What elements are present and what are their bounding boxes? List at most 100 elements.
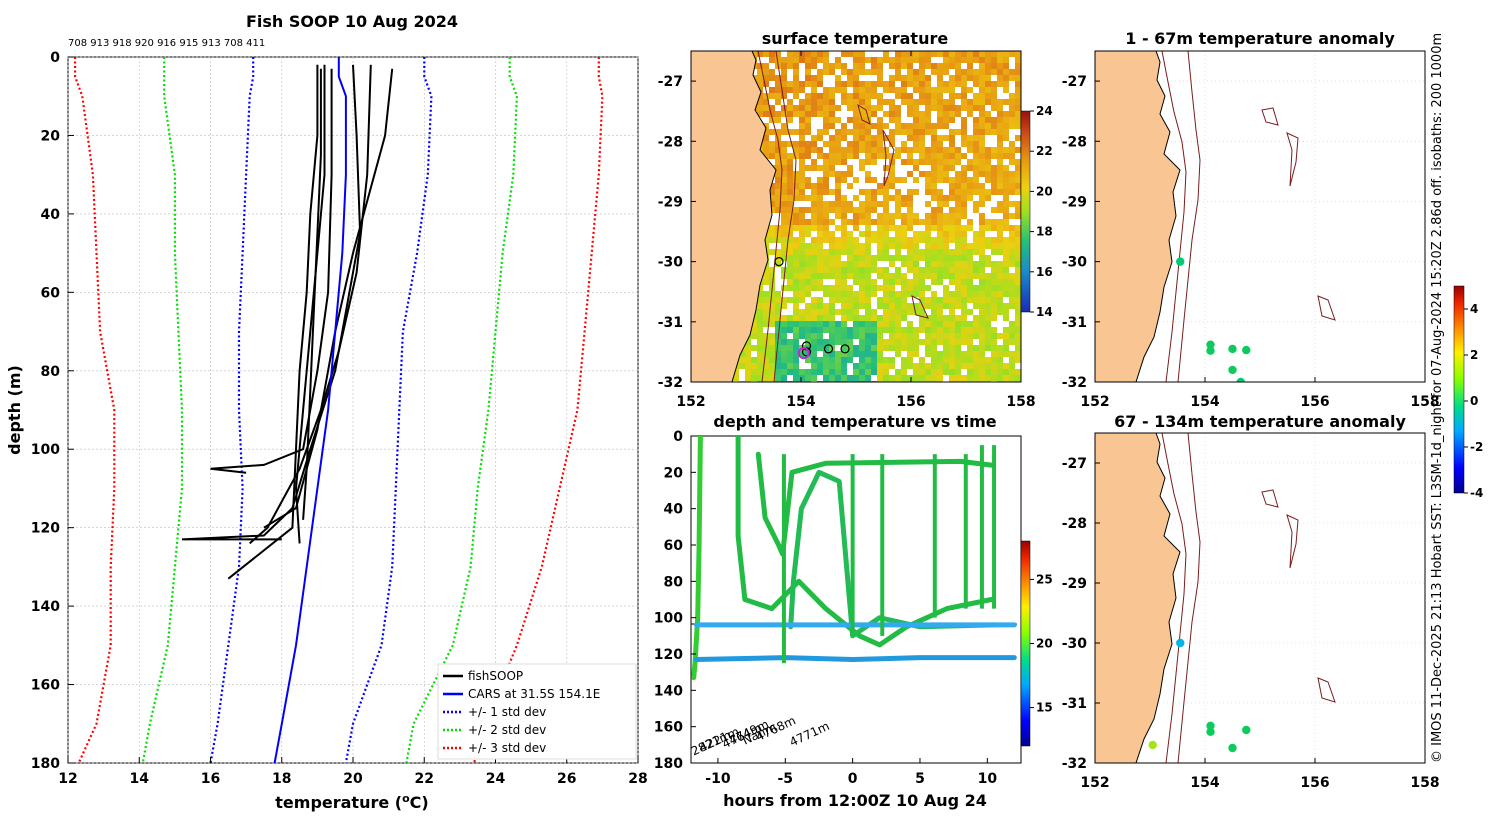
sst-cell (931, 375, 937, 381)
sst-cell (949, 57, 955, 63)
sst-cell (913, 279, 919, 285)
sst-cell (889, 339, 895, 345)
sst-cell (967, 291, 973, 297)
sst-cell (799, 111, 805, 117)
sst-cell (841, 63, 847, 69)
sst-cell (811, 63, 817, 69)
sst-cell (769, 57, 775, 63)
sst-cell (865, 87, 871, 93)
sst-cell (793, 93, 799, 99)
sst-cell (853, 177, 859, 183)
sst-cell (763, 141, 769, 147)
sst-cell (793, 249, 799, 255)
sst-cell (979, 231, 985, 237)
sst-cell (901, 57, 907, 63)
sst-cell (1015, 123, 1021, 129)
anomaly-deep-y-tick-label: -30 (1062, 636, 1088, 652)
sst-cell (817, 315, 823, 321)
sst-cell (823, 321, 829, 327)
sst-cell (901, 255, 907, 261)
profile-x-tick-label: 26 (557, 771, 576, 787)
sst-cell (1009, 201, 1015, 207)
sst-cell (853, 141, 859, 147)
sst-cell (883, 267, 889, 273)
sst-cell (775, 345, 781, 351)
sst-cell (823, 225, 829, 231)
sst-cell (883, 237, 889, 243)
sst-cell (865, 111, 871, 117)
sst-cell (811, 219, 817, 225)
sst-cell (877, 219, 883, 225)
sst-cell (925, 63, 931, 69)
sst-cell (853, 273, 859, 279)
sst-cell (841, 273, 847, 279)
sst-cell (889, 285, 895, 291)
sst-cell (811, 81, 817, 87)
sst-cell (925, 189, 931, 195)
sst-cell (943, 153, 949, 159)
profile-x-axis-label-main: temperature ( (275, 793, 402, 812)
sst-cell (937, 339, 943, 345)
sst-cell (967, 159, 973, 165)
sst-cell (931, 213, 937, 219)
sst-cell (781, 189, 787, 195)
sst-cell (889, 195, 895, 201)
anomaly-deep-y-tick-label: -32 (1062, 756, 1087, 772)
sst-cell (865, 201, 871, 207)
sst-cell (967, 255, 973, 261)
sst-cell (985, 81, 991, 87)
sst-colorbar-tick-label: 18 (1036, 225, 1053, 239)
sst-cell (919, 153, 925, 159)
sst-cell (1009, 99, 1015, 105)
sst-cell (823, 111, 829, 117)
sst-cell (775, 129, 781, 135)
anomaly-shallow-point (1176, 257, 1185, 266)
sst-cell (913, 255, 919, 261)
sst-cell (865, 321, 871, 327)
sst-cell (991, 279, 997, 285)
timeseries-colorbar-tick-label: 15 (1036, 701, 1053, 715)
sst-cell (763, 357, 769, 363)
sst-cell (949, 141, 955, 147)
sst-cell (943, 297, 949, 303)
sst-cell (961, 309, 967, 315)
sst-cell (793, 297, 799, 303)
anomaly-shallow-x-tick-label: 154 (1190, 394, 1219, 410)
sst-cell (811, 333, 817, 339)
sst-cell (889, 255, 895, 261)
sst-cell (991, 69, 997, 75)
sst-cell (1015, 81, 1021, 87)
sst-cell (865, 225, 871, 231)
sst-cell (943, 291, 949, 297)
sst-cell (781, 183, 787, 189)
anomaly-deep-point (1176, 638, 1185, 648)
sst-cell (967, 267, 973, 273)
sst-cell (955, 303, 961, 309)
profile-x-tick-label: 14 (130, 771, 150, 787)
sst-cell (781, 225, 787, 231)
sst-cell (973, 189, 979, 195)
sst-cell (889, 297, 895, 303)
sst-cell (1003, 123, 1009, 129)
sst-cell (961, 279, 967, 285)
sst-cell (871, 237, 877, 243)
sst-cell (847, 273, 853, 279)
sst-cell (781, 195, 787, 201)
sst-cell (937, 111, 943, 117)
sst-cell (871, 81, 877, 87)
sst-cell (793, 147, 799, 153)
sst-cell (1015, 321, 1021, 327)
sst-cell (811, 207, 817, 213)
sst-cell (955, 69, 961, 75)
sst-cell (805, 75, 811, 81)
sst-cell (805, 267, 811, 273)
sst-cell (943, 213, 949, 219)
sst-cell (781, 255, 787, 261)
sst-cell (865, 195, 871, 201)
sst-cell (757, 291, 763, 297)
sst-cell (775, 327, 781, 333)
sst-cell (883, 291, 889, 297)
sst-cell (757, 303, 763, 309)
sst-cell (907, 327, 913, 333)
sst-cell (955, 129, 961, 135)
